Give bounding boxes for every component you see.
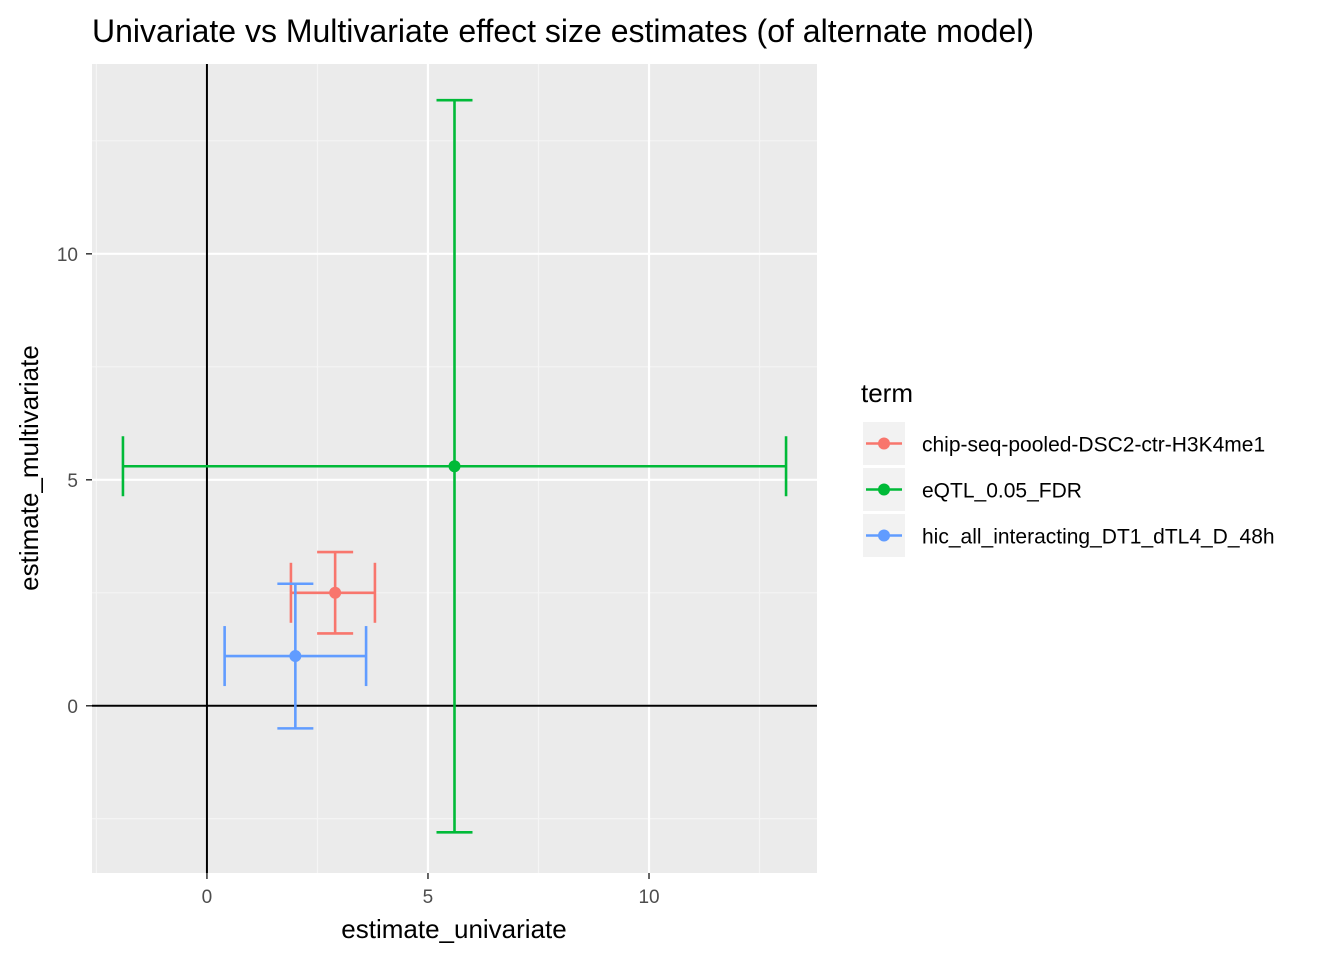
series-hic_all_interacting_DT1_dTL4_D_48h xyxy=(223,582,368,730)
x-axis-title: estimate_univariate xyxy=(341,914,566,944)
y-tick-label: 10 xyxy=(57,245,78,266)
x-axis-ticks: 0 5 10 xyxy=(202,873,660,908)
legend-label: hic_all_interacting_DT1_dTL4_D_48h xyxy=(922,526,1275,549)
legend-item: hic_all_interacting_DT1_dTL4_D_48h xyxy=(863,514,1275,557)
chart-title: Univariate vs Multivariate effect size e… xyxy=(92,13,1034,49)
x-tick-label: 5 xyxy=(423,887,434,908)
legend-label: chip-seq-pooled-DSC2-ctr-H3K4me1 xyxy=(922,434,1265,457)
series-layer xyxy=(121,98,788,834)
legend: term chip-seq-pooled-DSC2-ctr-H3K4me1 eQT… xyxy=(861,378,1275,557)
legend-item: eQTL_0.05_FDR xyxy=(863,468,1082,511)
series-chip-seq-pooled-DSC2-ctr-H3K4me1 xyxy=(289,550,377,635)
legend-key-point xyxy=(878,529,890,542)
legend-items: chip-seq-pooled-DSC2-ctr-H3K4me1 eQTL_0.0… xyxy=(863,422,1275,557)
x-tick-label: 0 xyxy=(202,887,213,908)
legend-title: term xyxy=(861,378,913,408)
y-tick-label: 0 xyxy=(67,697,78,718)
data-point xyxy=(329,586,342,599)
y-axis-title: estimate_multivariate xyxy=(14,345,44,591)
y-tick-label: 5 xyxy=(67,471,78,492)
data-point xyxy=(448,460,461,473)
legend-key-point xyxy=(878,483,890,496)
legend-item: chip-seq-pooled-DSC2-ctr-H3K4me1 xyxy=(863,422,1265,465)
series-eQTL_0.05_FDR xyxy=(121,98,788,834)
data-point xyxy=(289,650,302,663)
y-axis-ticks: 0 5 10 xyxy=(57,245,92,718)
x-tick-label: 10 xyxy=(638,887,659,908)
legend-label: eQTL_0.05_FDR xyxy=(922,480,1082,503)
legend-key-point xyxy=(878,437,890,450)
